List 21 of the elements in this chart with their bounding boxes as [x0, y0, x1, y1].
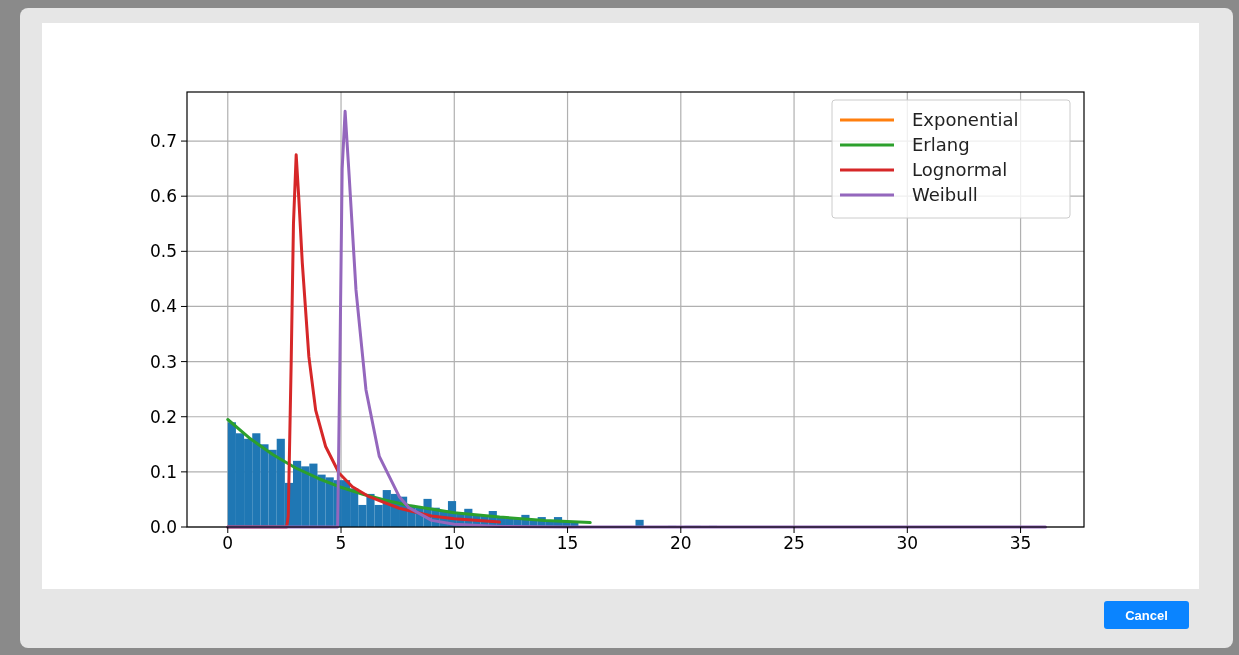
x-tick-label: 10: [443, 533, 466, 553]
y-tick-label: 0.1: [149, 461, 177, 482]
y-tick-label: 0.0: [149, 516, 177, 537]
y-tick-label: 0.6: [149, 186, 177, 207]
x-tick-label: 25: [783, 533, 805, 553]
x-tick-label: 5: [335, 533, 347, 553]
x-tick-label: 35: [1009, 533, 1032, 553]
y-tick-label: 0.5: [149, 241, 177, 262]
x-tick-label: 0: [222, 533, 234, 553]
y-tick-label: 0.3: [149, 351, 177, 372]
x-tick-label: 30: [896, 533, 919, 553]
x-tick-label: 15: [556, 533, 579, 553]
legend-label: Erlang: [912, 134, 970, 156]
cancel-button: Cancel: [1104, 601, 1189, 629]
x-tick-label: 20: [669, 533, 692, 553]
y-tick-label: 0.4: [149, 296, 177, 317]
legend-label: Exponential: [912, 109, 1019, 131]
legend-label: Weibull: [912, 184, 978, 206]
legend-label: Lognormal: [912, 159, 1008, 181]
y-tick-label: 0.7: [149, 131, 177, 152]
y-tick-label: 0.2: [149, 406, 177, 427]
